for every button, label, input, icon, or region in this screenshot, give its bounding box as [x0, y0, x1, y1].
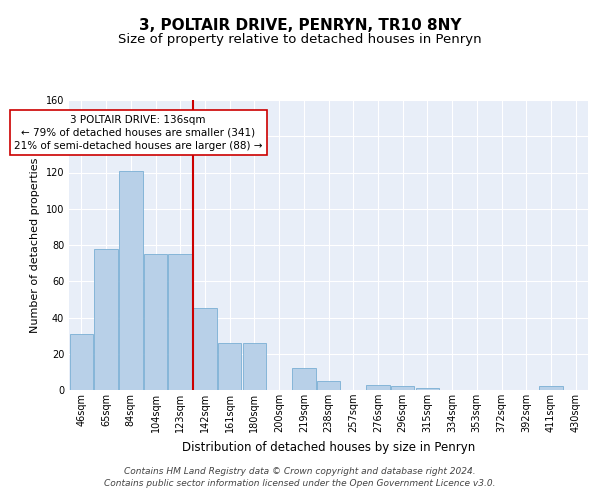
Bar: [242, 343, 266, 390]
Bar: [366, 384, 389, 390]
Bar: [416, 388, 439, 390]
Bar: [193, 308, 217, 390]
X-axis label: Distribution of detached houses by size in Penryn: Distribution of detached houses by size …: [182, 440, 475, 454]
Y-axis label: Number of detached properties: Number of detached properties: [30, 158, 40, 332]
Bar: [317, 381, 340, 390]
Bar: [292, 368, 316, 390]
Text: Size of property relative to detached houses in Penryn: Size of property relative to detached ho…: [118, 32, 482, 46]
Bar: [119, 170, 143, 390]
Bar: [218, 343, 241, 390]
Text: 3 POLTAIR DRIVE: 136sqm
← 79% of detached houses are smaller (341)
21% of semi-d: 3 POLTAIR DRIVE: 136sqm ← 79% of detache…: [14, 114, 262, 151]
Bar: [539, 386, 563, 390]
Bar: [169, 254, 192, 390]
Bar: [94, 248, 118, 390]
Text: Contains HM Land Registry data © Crown copyright and database right 2024.
Contai: Contains HM Land Registry data © Crown c…: [104, 466, 496, 487]
Bar: [144, 254, 167, 390]
Bar: [391, 386, 415, 390]
Bar: [70, 334, 93, 390]
Text: 3, POLTAIR DRIVE, PENRYN, TR10 8NY: 3, POLTAIR DRIVE, PENRYN, TR10 8NY: [139, 18, 461, 32]
